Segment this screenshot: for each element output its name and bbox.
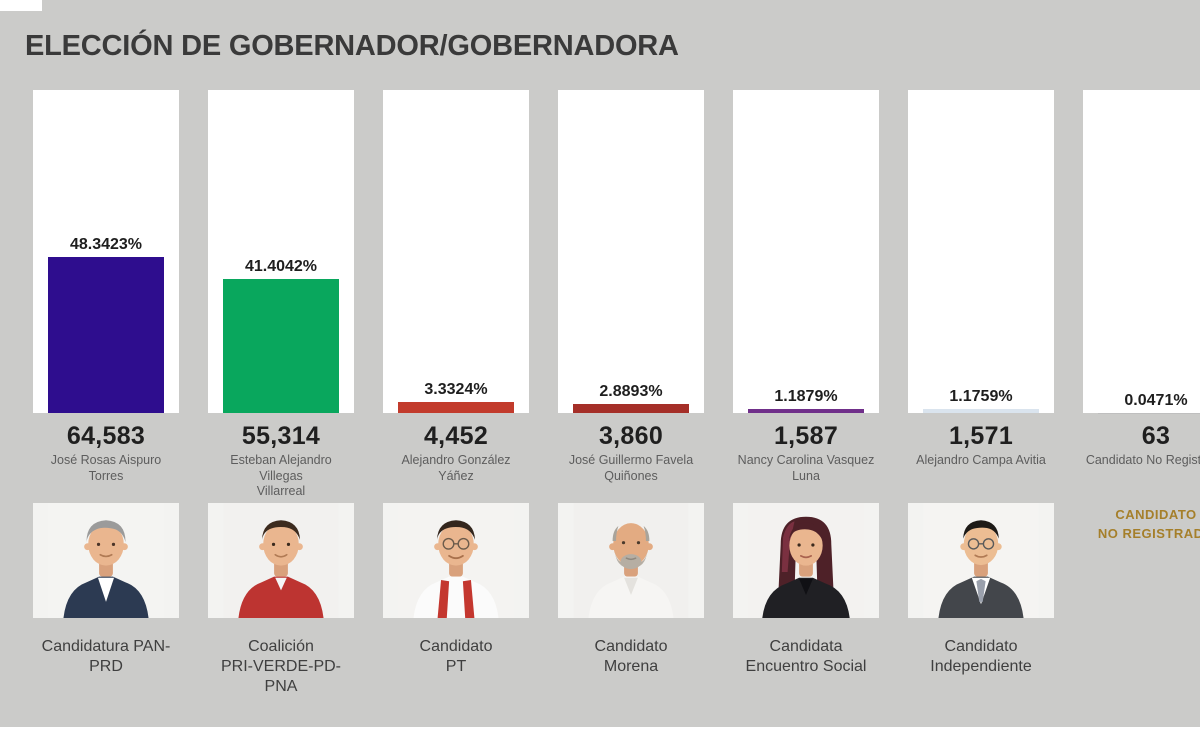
person-portrait-icon (223, 503, 339, 618)
vote-count: 55,314 (241, 422, 321, 450)
top-left-strip (0, 0, 42, 11)
percent-label: 41.4042% (244, 258, 318, 276)
party-label: Candidato Morena (594, 638, 668, 675)
vote-count: 3,860 (598, 422, 664, 450)
party-label: Coalición PRI-VERDE-PD- PNA (220, 638, 341, 695)
vote-count: 1,587 (773, 422, 839, 450)
candidate-name: Candidato No Registrado (1085, 453, 1200, 467)
candidate-column: 0.0471% 63 Candidato No Registrado CANDI… (1083, 90, 1200, 697)
person-portrait-icon (923, 503, 1039, 618)
bottom-strip (0, 727, 1200, 732)
percent-label: 3.3324% (424, 381, 488, 399)
vote-count: 64,583 (66, 422, 146, 450)
result-card: 1.1759% (908, 90, 1054, 413)
candidate-column: 2.8893% 3,860 José Guillermo Favela Quiñ… (558, 90, 704, 697)
result-bar (572, 403, 690, 413)
percent-label: 1.1879% (774, 388, 838, 406)
candidate-column: 3.3324% 4,452 Alejandro González Yáñez C… (383, 90, 529, 697)
vote-count: 4,452 (423, 422, 489, 450)
party-label: Candidatura PAN- PRD (41, 638, 171, 675)
candidate-name: Alejandro González Yáñez (401, 453, 511, 483)
no-registrado-label: CANDIDATO NO REGISTRADO (1097, 507, 1200, 541)
vote-count: 1,571 (948, 422, 1014, 450)
person-portrait-icon (573, 503, 689, 618)
candidate-column: 48.3423% 64,583 José Rosas Aispuro Torre… (33, 90, 179, 697)
candidate-name: José Rosas Aispuro Torres (50, 453, 162, 483)
candidate-name: Esteban Alejandro Villegas Villarreal (230, 453, 332, 498)
person-portrait-icon (48, 503, 164, 618)
result-bar (922, 409, 1040, 413)
results-board: 48.3423% 64,583 José Rosas Aispuro Torre… (33, 90, 1200, 697)
result-bar (397, 402, 515, 413)
candidate-photo (33, 503, 179, 618)
page-title: ELECCIÓN DE GOBERNADOR/GOBERNADORA (25, 30, 679, 62)
result-card: 41.4042% (208, 90, 354, 413)
result-card: 2.8893% (558, 90, 704, 413)
party-label: Candidato Independiente (930, 638, 1032, 675)
result-bar (47, 256, 165, 413)
candidate-photo (558, 503, 704, 618)
result-card: 3.3324% (383, 90, 529, 413)
percent-label: 48.3423% (69, 235, 143, 253)
candidate-name: José Guillermo Favela Quiñones (568, 453, 694, 483)
header: ELECCIÓN DE GOBERNADOR/GOBERNADORA (0, 0, 1200, 90)
candidate-column: 41.4042% 55,314 Esteban Alejandro Villeg… (208, 90, 354, 697)
vote-count: 63 (1141, 422, 1171, 450)
party-label: Candidato PT (419, 638, 493, 675)
result-bar (747, 409, 865, 413)
party-label: Candidata Encuentro Social (745, 638, 867, 675)
person-portrait-icon (398, 503, 514, 618)
person-portrait-icon (748, 503, 864, 618)
candidate-column: 1.1759% 1,571 Alejandro Campa Avitia Can… (908, 90, 1054, 697)
candidate-photo (733, 503, 879, 618)
percent-label: 1.1759% (949, 388, 1013, 406)
result-bar (222, 279, 340, 413)
candidate-name: Alejandro Campa Avitia (916, 453, 1046, 467)
percent-label: 2.8893% (599, 382, 663, 400)
candidate-photo (208, 503, 354, 618)
result-card: 48.3423% (33, 90, 179, 413)
percent-label: 0.0471% (1124, 391, 1188, 409)
candidate-name: Nancy Carolina Vasquez Luna (737, 453, 875, 483)
result-card: 1.1879% (733, 90, 879, 413)
candidate-photo (908, 503, 1054, 618)
candidate-photo (383, 503, 529, 618)
result-card: 0.0471% (1083, 90, 1200, 413)
candidate-column: 1.1879% 1,587 Nancy Carolina Vasquez Lun… (733, 90, 879, 697)
